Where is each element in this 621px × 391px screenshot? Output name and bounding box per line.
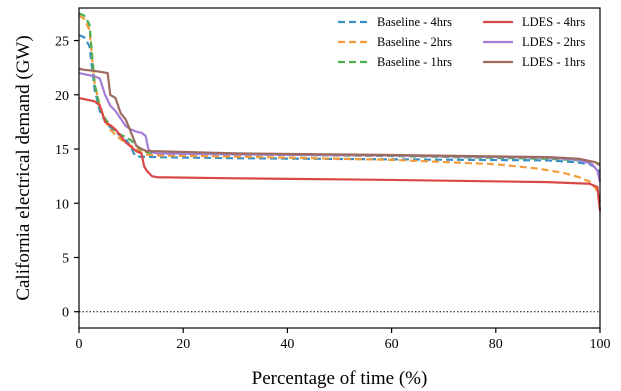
legend-label: LDES - 4hrs [522, 15, 585, 29]
x-axis-title: Percentage of time (%) [252, 368, 428, 389]
x-axis-ticks: 0 20 40 60 80 100 [76, 328, 611, 352]
y-tick-label: 10 [55, 197, 69, 212]
plot-lines [78, 12, 602, 211]
y-tick-label: 5 [62, 251, 69, 266]
legend-label: Baseline - 4hrs [377, 15, 452, 29]
legend-label: LDES - 2hrs [522, 35, 585, 49]
legend: Baseline - 4hrs Baseline - 2hrs Baseline -… [338, 15, 585, 69]
y-tick-label: 0 [62, 306, 69, 321]
y-axis-ticks: 0 5 10 15 20 25 [55, 35, 79, 321]
y-axis-title: California electrical demand (GW) [13, 35, 34, 300]
series-line-ldes-4hrs [78, 96, 602, 211]
plot-frame [78, 7, 601, 329]
legend-label: Baseline - 1hrs [377, 55, 452, 69]
y-tick-label: 25 [55, 35, 69, 50]
x-tick-label: 20 [176, 337, 190, 352]
x-tick-label: 80 [489, 337, 503, 352]
y-tick-label: 15 [55, 143, 69, 158]
legend-label: LDES - 1hrs [522, 55, 585, 69]
series-line-ldes-2hrs [78, 72, 602, 182]
x-tick-label: 100 [590, 337, 611, 352]
series-line-ldes-1hrs [78, 67, 601, 167]
x-tick-label: 0 [76, 337, 83, 352]
x-tick-label: 60 [385, 337, 399, 352]
y-tick-label: 20 [55, 89, 69, 104]
x-tick-label: 40 [280, 337, 294, 352]
legend-label: Baseline - 2hrs [377, 35, 452, 49]
series-line-baseline-1hrs [78, 12, 601, 166]
